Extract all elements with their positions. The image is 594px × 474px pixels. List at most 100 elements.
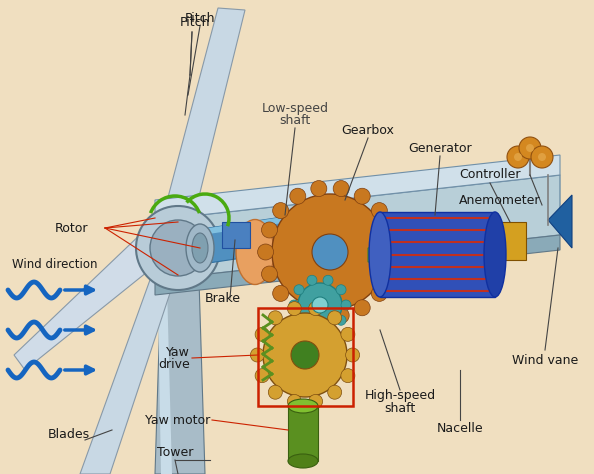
Polygon shape <box>195 210 330 265</box>
Text: Pitch: Pitch <box>180 16 210 28</box>
Circle shape <box>136 206 220 290</box>
Circle shape <box>307 275 317 285</box>
Circle shape <box>354 188 370 204</box>
Ellipse shape <box>186 224 214 272</box>
Text: Low-speed: Low-speed <box>261 101 328 115</box>
Ellipse shape <box>192 233 208 263</box>
Circle shape <box>333 308 349 323</box>
Text: Blades: Blades <box>48 428 90 441</box>
Text: Brake: Brake <box>205 292 241 304</box>
Circle shape <box>383 222 399 238</box>
Polygon shape <box>162 8 245 225</box>
Circle shape <box>309 301 323 316</box>
Circle shape <box>290 300 306 316</box>
Polygon shape <box>368 246 385 262</box>
Bar <box>288 406 318 461</box>
Circle shape <box>258 244 274 260</box>
Polygon shape <box>14 230 162 370</box>
Circle shape <box>290 188 306 204</box>
Circle shape <box>263 313 347 397</box>
Circle shape <box>333 181 349 197</box>
Circle shape <box>312 234 348 270</box>
Circle shape <box>255 369 269 383</box>
Circle shape <box>341 369 355 383</box>
Polygon shape <box>155 248 205 474</box>
Text: Generator: Generator <box>408 142 472 155</box>
Ellipse shape <box>288 454 318 468</box>
Circle shape <box>328 385 342 399</box>
Circle shape <box>346 348 359 362</box>
Circle shape <box>328 311 342 325</box>
Ellipse shape <box>236 219 274 284</box>
Circle shape <box>311 308 327 323</box>
Circle shape <box>371 285 387 301</box>
Circle shape <box>273 285 289 301</box>
Circle shape <box>507 146 529 168</box>
Circle shape <box>294 285 304 295</box>
Circle shape <box>261 222 277 238</box>
Circle shape <box>336 285 346 295</box>
Polygon shape <box>80 266 175 474</box>
Ellipse shape <box>288 399 318 413</box>
Ellipse shape <box>484 212 506 297</box>
Polygon shape <box>155 235 560 295</box>
Circle shape <box>287 301 301 316</box>
Polygon shape <box>548 195 572 248</box>
Text: shaft: shaft <box>279 113 311 127</box>
Circle shape <box>354 300 370 316</box>
Circle shape <box>268 385 282 399</box>
Bar <box>498 222 526 260</box>
Text: Wind vane: Wind vane <box>512 354 578 366</box>
Circle shape <box>336 315 346 325</box>
Text: Nacelle: Nacelle <box>437 421 484 435</box>
Circle shape <box>307 325 317 335</box>
Circle shape <box>273 202 289 219</box>
Circle shape <box>371 202 387 219</box>
Circle shape <box>255 328 269 341</box>
Circle shape <box>251 348 264 362</box>
Text: Gearbox: Gearbox <box>342 124 394 137</box>
Circle shape <box>519 137 541 159</box>
Polygon shape <box>195 210 330 236</box>
Circle shape <box>150 220 206 276</box>
Circle shape <box>538 153 546 161</box>
Circle shape <box>341 300 351 310</box>
Circle shape <box>298 283 342 327</box>
Polygon shape <box>155 175 560 280</box>
Circle shape <box>311 181 327 197</box>
Ellipse shape <box>369 212 391 297</box>
Circle shape <box>526 144 534 152</box>
Circle shape <box>309 394 323 409</box>
Text: Controller: Controller <box>459 168 521 182</box>
Text: Pitch: Pitch <box>185 11 215 25</box>
Circle shape <box>291 341 319 369</box>
Polygon shape <box>157 248 172 474</box>
Circle shape <box>387 244 402 260</box>
Text: Yaw: Yaw <box>166 346 190 358</box>
Circle shape <box>514 153 522 161</box>
Text: High-speed: High-speed <box>365 389 435 401</box>
Circle shape <box>289 300 299 310</box>
Circle shape <box>531 146 553 168</box>
Text: Anemometer: Anemometer <box>459 193 540 207</box>
Bar <box>222 222 250 248</box>
Text: shaft: shaft <box>384 401 416 414</box>
Bar <box>380 212 495 297</box>
Text: drive: drive <box>158 357 190 371</box>
Text: Rotor: Rotor <box>55 221 89 235</box>
Circle shape <box>341 328 355 341</box>
Circle shape <box>323 325 333 335</box>
Circle shape <box>287 394 301 409</box>
Circle shape <box>268 311 282 325</box>
Circle shape <box>294 315 304 325</box>
Text: Wind direction: Wind direction <box>12 258 97 272</box>
Bar <box>258 308 353 406</box>
Circle shape <box>312 297 328 313</box>
Polygon shape <box>155 155 560 220</box>
Circle shape <box>323 275 333 285</box>
Circle shape <box>272 194 388 310</box>
Circle shape <box>383 266 399 282</box>
Text: Tower: Tower <box>157 446 193 458</box>
Circle shape <box>261 266 277 282</box>
Text: Yaw motor: Yaw motor <box>145 413 210 427</box>
